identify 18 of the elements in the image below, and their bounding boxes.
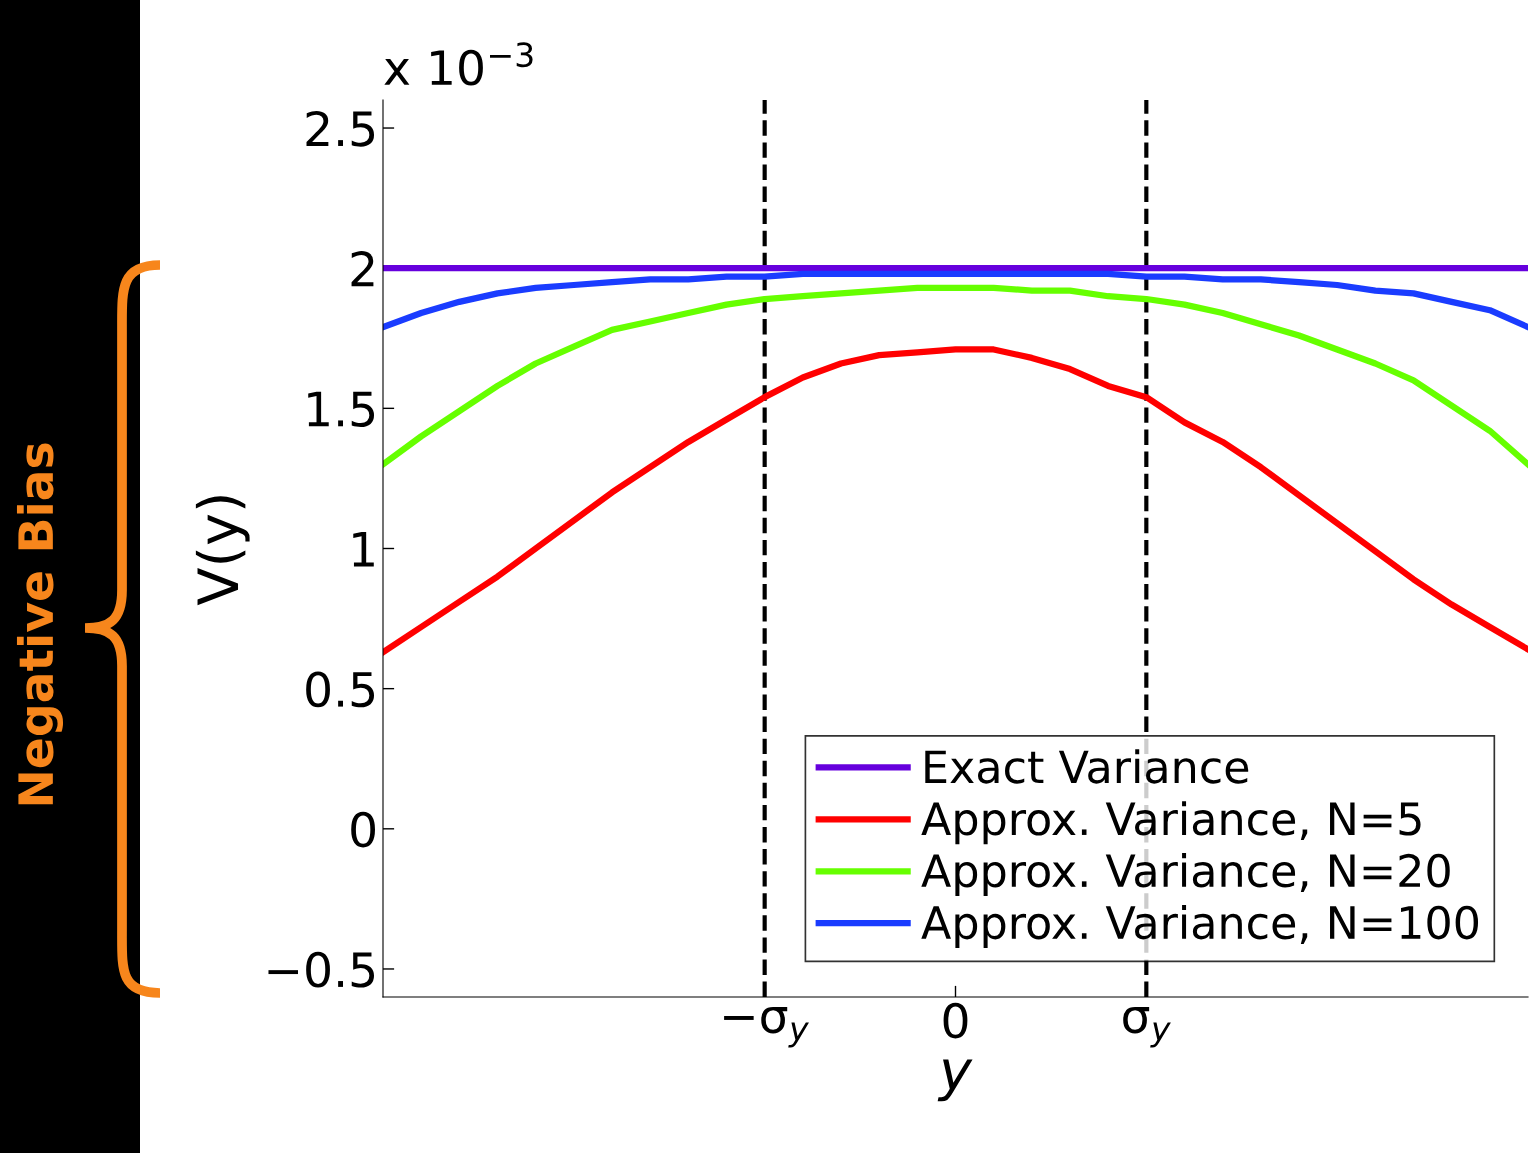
x-tick-label: 0 (943, 1002, 968, 1039)
x-axis-title: y (937, 1059, 973, 1102)
x-tick-label: σ$_{y}$ (1123, 1006, 1171, 1048)
y-axis-title: V(y) (195, 496, 250, 606)
text: Negative Bias (16, 443, 64, 805)
x-tick-label: −σ$_{y}$ (724, 1006, 809, 1048)
y-tick-label: 2.5 (306, 110, 375, 147)
y-tick-label: −0.5 (268, 951, 375, 988)
y-tick-label: 0.5 (306, 671, 375, 708)
y-tick-label: 1 (353, 532, 374, 567)
legend-label: Exact Variance (925, 749, 1249, 784)
legend-label: Approx. Variance, N=100 (921, 904, 1479, 948)
legend-label: Approx. Variance, N=5 (921, 801, 1421, 845)
text: x 10$^{−3}$ (384, 42, 533, 86)
legend-label: Approx. Variance, N=20 (921, 853, 1450, 897)
y-tick-label: 1.5 (308, 391, 375, 427)
y-tick-label: 0 (351, 811, 375, 848)
y-tick-label: 2 (351, 251, 374, 287)
